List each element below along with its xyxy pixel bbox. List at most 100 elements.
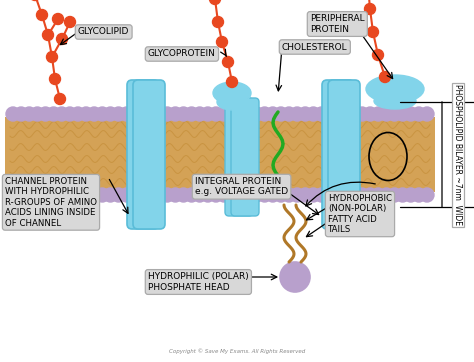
Circle shape [38,107,53,121]
Circle shape [193,107,207,121]
Circle shape [55,93,65,105]
Circle shape [87,188,101,202]
Text: HYDROPHILIC (POLAR)
PHOSPHATE HEAD: HYDROPHILIC (POLAR) PHOSPHATE HEAD [148,272,249,292]
Circle shape [412,107,426,121]
Circle shape [160,188,174,202]
Circle shape [233,188,247,202]
Text: Copyright © Save My Exams. All Rights Reserved: Copyright © Save My Exams. All Rights Re… [169,348,305,354]
Circle shape [241,107,255,121]
Circle shape [176,188,191,202]
Circle shape [79,188,93,202]
Circle shape [64,17,75,28]
Circle shape [119,188,134,202]
Circle shape [355,107,369,121]
Text: GLYCOPROTEIN: GLYCOPROTEIN [148,50,216,59]
Circle shape [111,107,126,121]
Circle shape [46,188,61,202]
Circle shape [314,188,328,202]
Circle shape [128,107,142,121]
Circle shape [404,107,418,121]
Circle shape [30,188,45,202]
FancyBboxPatch shape [127,80,159,229]
Circle shape [298,188,312,202]
Circle shape [152,188,166,202]
Circle shape [14,188,28,202]
Circle shape [249,107,264,121]
FancyBboxPatch shape [231,98,259,216]
FancyBboxPatch shape [225,98,253,216]
Circle shape [152,107,166,121]
Circle shape [87,107,101,121]
Circle shape [355,188,369,202]
Circle shape [323,107,337,121]
Circle shape [396,107,410,121]
Circle shape [95,188,109,202]
Circle shape [55,188,69,202]
Circle shape [71,188,85,202]
Circle shape [420,107,434,121]
Ellipse shape [374,93,416,109]
Circle shape [339,107,353,121]
Text: CHOLESTEROL: CHOLESTEROL [282,42,347,51]
Circle shape [379,107,393,121]
Circle shape [55,107,69,121]
Circle shape [280,262,310,292]
Circle shape [380,72,391,83]
Circle shape [95,107,109,121]
Circle shape [282,188,296,202]
Circle shape [298,107,312,121]
Circle shape [136,188,150,202]
Circle shape [209,188,223,202]
Circle shape [193,188,207,202]
Circle shape [373,50,383,60]
Circle shape [258,188,272,202]
Circle shape [201,188,215,202]
Bar [5,117,435,192]
Circle shape [38,188,53,202]
Circle shape [111,188,126,202]
Circle shape [233,107,247,121]
Circle shape [210,0,220,4]
Circle shape [212,17,224,28]
Circle shape [331,188,345,202]
Text: PERIPHERAL
PROTEIN: PERIPHERAL PROTEIN [310,14,365,34]
Circle shape [43,29,54,41]
Circle shape [217,188,231,202]
Circle shape [388,188,401,202]
Circle shape [363,107,377,121]
Circle shape [168,188,182,202]
Ellipse shape [213,82,251,104]
Circle shape [46,107,61,121]
Circle shape [6,107,20,121]
Circle shape [323,188,337,202]
Circle shape [363,188,377,202]
Circle shape [331,107,345,121]
Circle shape [339,188,353,202]
Circle shape [49,73,61,84]
Circle shape [347,107,361,121]
Circle shape [209,107,223,121]
Circle shape [128,188,142,202]
Circle shape [53,13,64,25]
Circle shape [396,188,410,202]
Circle shape [412,188,426,202]
FancyBboxPatch shape [322,80,354,229]
Circle shape [404,188,418,202]
Circle shape [227,76,237,88]
Circle shape [14,107,28,121]
Circle shape [63,188,77,202]
Circle shape [160,107,174,121]
Text: PHOSPHOLIPID BILAYER ~7nm  WIDE: PHOSPHOLIPID BILAYER ~7nm WIDE [454,84,463,226]
Circle shape [46,51,57,63]
Circle shape [379,188,393,202]
Circle shape [388,107,401,121]
Circle shape [306,188,320,202]
Circle shape [56,34,67,45]
Circle shape [371,188,385,202]
FancyBboxPatch shape [133,80,165,229]
Circle shape [136,107,150,121]
Circle shape [222,56,234,67]
Circle shape [217,37,228,47]
Circle shape [290,107,304,121]
Circle shape [22,107,36,121]
